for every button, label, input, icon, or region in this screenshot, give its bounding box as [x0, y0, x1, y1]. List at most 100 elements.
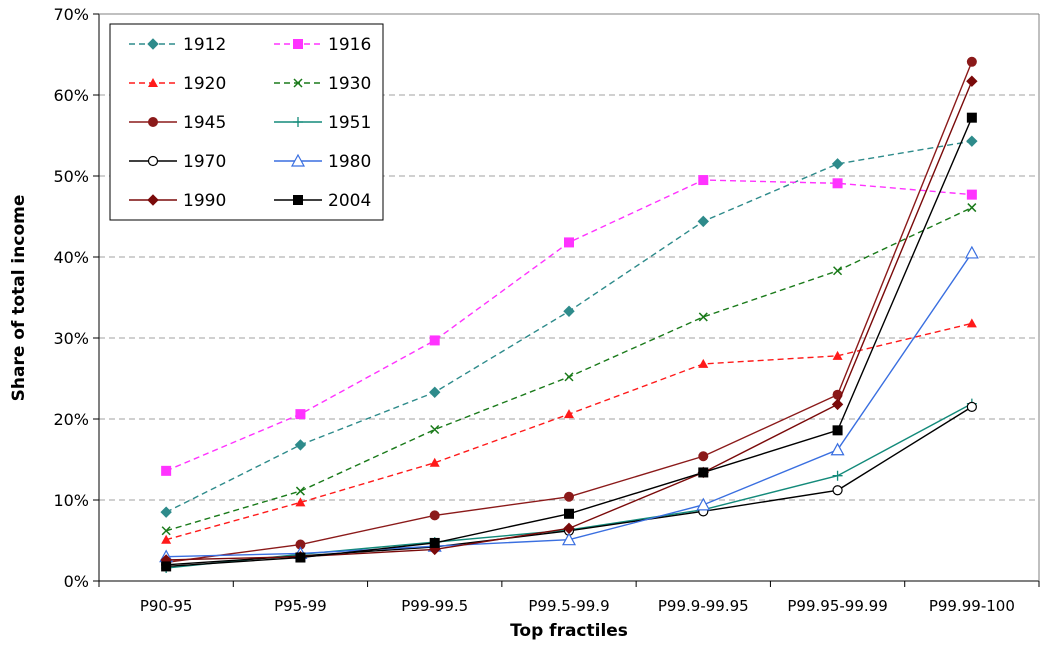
data-point	[966, 401, 977, 412]
data-point	[966, 56, 977, 67]
legend-item: 1970	[129, 152, 226, 172]
legend-label: 1920	[183, 74, 226, 94]
data-point	[295, 409, 306, 420]
data-point	[564, 372, 574, 382]
legend-item: 1916	[274, 35, 371, 55]
data-point	[832, 350, 843, 360]
y-tick-label: 0%	[64, 572, 89, 591]
data-point	[161, 526, 171, 536]
y-tick-label: 70%	[53, 5, 89, 24]
data-point	[832, 178, 843, 189]
data-point	[294, 439, 307, 451]
legend-label: 2004	[328, 191, 371, 211]
data-point	[295, 486, 305, 496]
x-tick-label: P99-99.5	[401, 597, 468, 615]
data-point	[966, 135, 978, 147]
data-point	[830, 442, 845, 456]
x-tick-label: P99.99-100	[929, 597, 1015, 615]
series-1920	[161, 318, 977, 544]
data-point	[564, 409, 574, 419]
data-point	[293, 39, 303, 49]
data-point	[563, 305, 575, 317]
data-point	[161, 534, 172, 544]
data-point	[698, 467, 709, 478]
data-point	[564, 491, 574, 502]
data-point	[161, 561, 172, 572]
data-point	[295, 539, 306, 550]
data-point	[429, 537, 440, 548]
legend-label: 1990	[183, 191, 226, 211]
y-tick-label: 20%	[53, 410, 89, 429]
data-point	[430, 424, 440, 435]
data-point	[429, 510, 440, 521]
data-point	[561, 532, 577, 546]
y-tick-label: 10%	[53, 491, 89, 510]
y-tick-label: 60%	[53, 86, 89, 105]
y-tick-label: 40%	[53, 248, 89, 267]
legend-item: 1930	[274, 74, 371, 94]
legend-item: 1990	[129, 191, 226, 211]
data-point	[831, 158, 844, 170]
data-point	[147, 194, 159, 206]
legend: 1912 1916 1920 1930 1945 1951 1970 1980 1990 2004	[109, 23, 384, 221]
data-point	[698, 312, 708, 322]
x-axis-title: Top fractiles	[510, 621, 628, 641]
data-point	[698, 358, 709, 368]
legend-item: 1980	[274, 152, 371, 172]
data-point	[148, 117, 158, 127]
y-tick-label: 50%	[53, 167, 89, 186]
series-1916	[161, 175, 977, 476]
data-point	[967, 203, 977, 213]
data-point	[293, 78, 303, 88]
series-line	[165, 179, 972, 472]
legend-item: 1945	[129, 113, 226, 133]
data-point	[147, 38, 159, 50]
data-point	[160, 506, 172, 518]
data-point	[429, 335, 440, 346]
legend-item: 1951	[274, 113, 371, 133]
data-point	[564, 237, 574, 248]
data-point	[697, 215, 709, 228]
data-point	[966, 75, 978, 87]
legend-label: 1912	[183, 35, 226, 55]
legend-item: 2004	[274, 191, 371, 211]
x-tick-label: P95-99	[274, 597, 327, 615]
data-point	[832, 470, 843, 481]
series-group	[159, 56, 979, 574]
data-point	[964, 245, 979, 259]
legend-label: 1970	[183, 152, 226, 172]
data-point	[148, 78, 158, 87]
data-point	[966, 112, 977, 123]
y-axis-title: Share of total income	[9, 195, 29, 402]
data-point	[564, 508, 574, 519]
legend-label: 1916	[328, 35, 371, 55]
data-point	[696, 497, 711, 511]
x-tick-label: P99.9-99.95	[658, 597, 749, 615]
x-tick-label: P99.95-99.99	[787, 597, 887, 615]
data-point	[563, 522, 575, 535]
data-point	[295, 552, 306, 563]
data-point	[698, 175, 709, 186]
x-axis-ticks: P90-95 P95-99 P99-99.5 P99.5-99.9 P99.9-99.9…	[98, 581, 1040, 615]
axes	[98, 13, 1040, 582]
series-2004	[161, 112, 977, 572]
y-tick-label: 30%	[53, 329, 89, 348]
legend-label: 1930	[328, 74, 371, 94]
series-1912	[160, 135, 978, 518]
legend-item: 1920	[129, 74, 226, 94]
data-point	[147, 155, 159, 167]
data-point	[698, 451, 709, 462]
data-point	[429, 457, 440, 467]
data-point	[295, 497, 306, 507]
data-point	[833, 266, 843, 276]
legend-label: 1980	[328, 152, 371, 172]
data-point	[831, 398, 844, 411]
x-tick-label: P90-95	[140, 597, 193, 615]
series-1930	[161, 203, 977, 536]
data-point	[293, 117, 303, 127]
data-point	[429, 386, 441, 398]
legend-label: 1945	[183, 113, 226, 133]
data-point	[832, 425, 843, 436]
legend-label: 1951	[328, 113, 371, 133]
